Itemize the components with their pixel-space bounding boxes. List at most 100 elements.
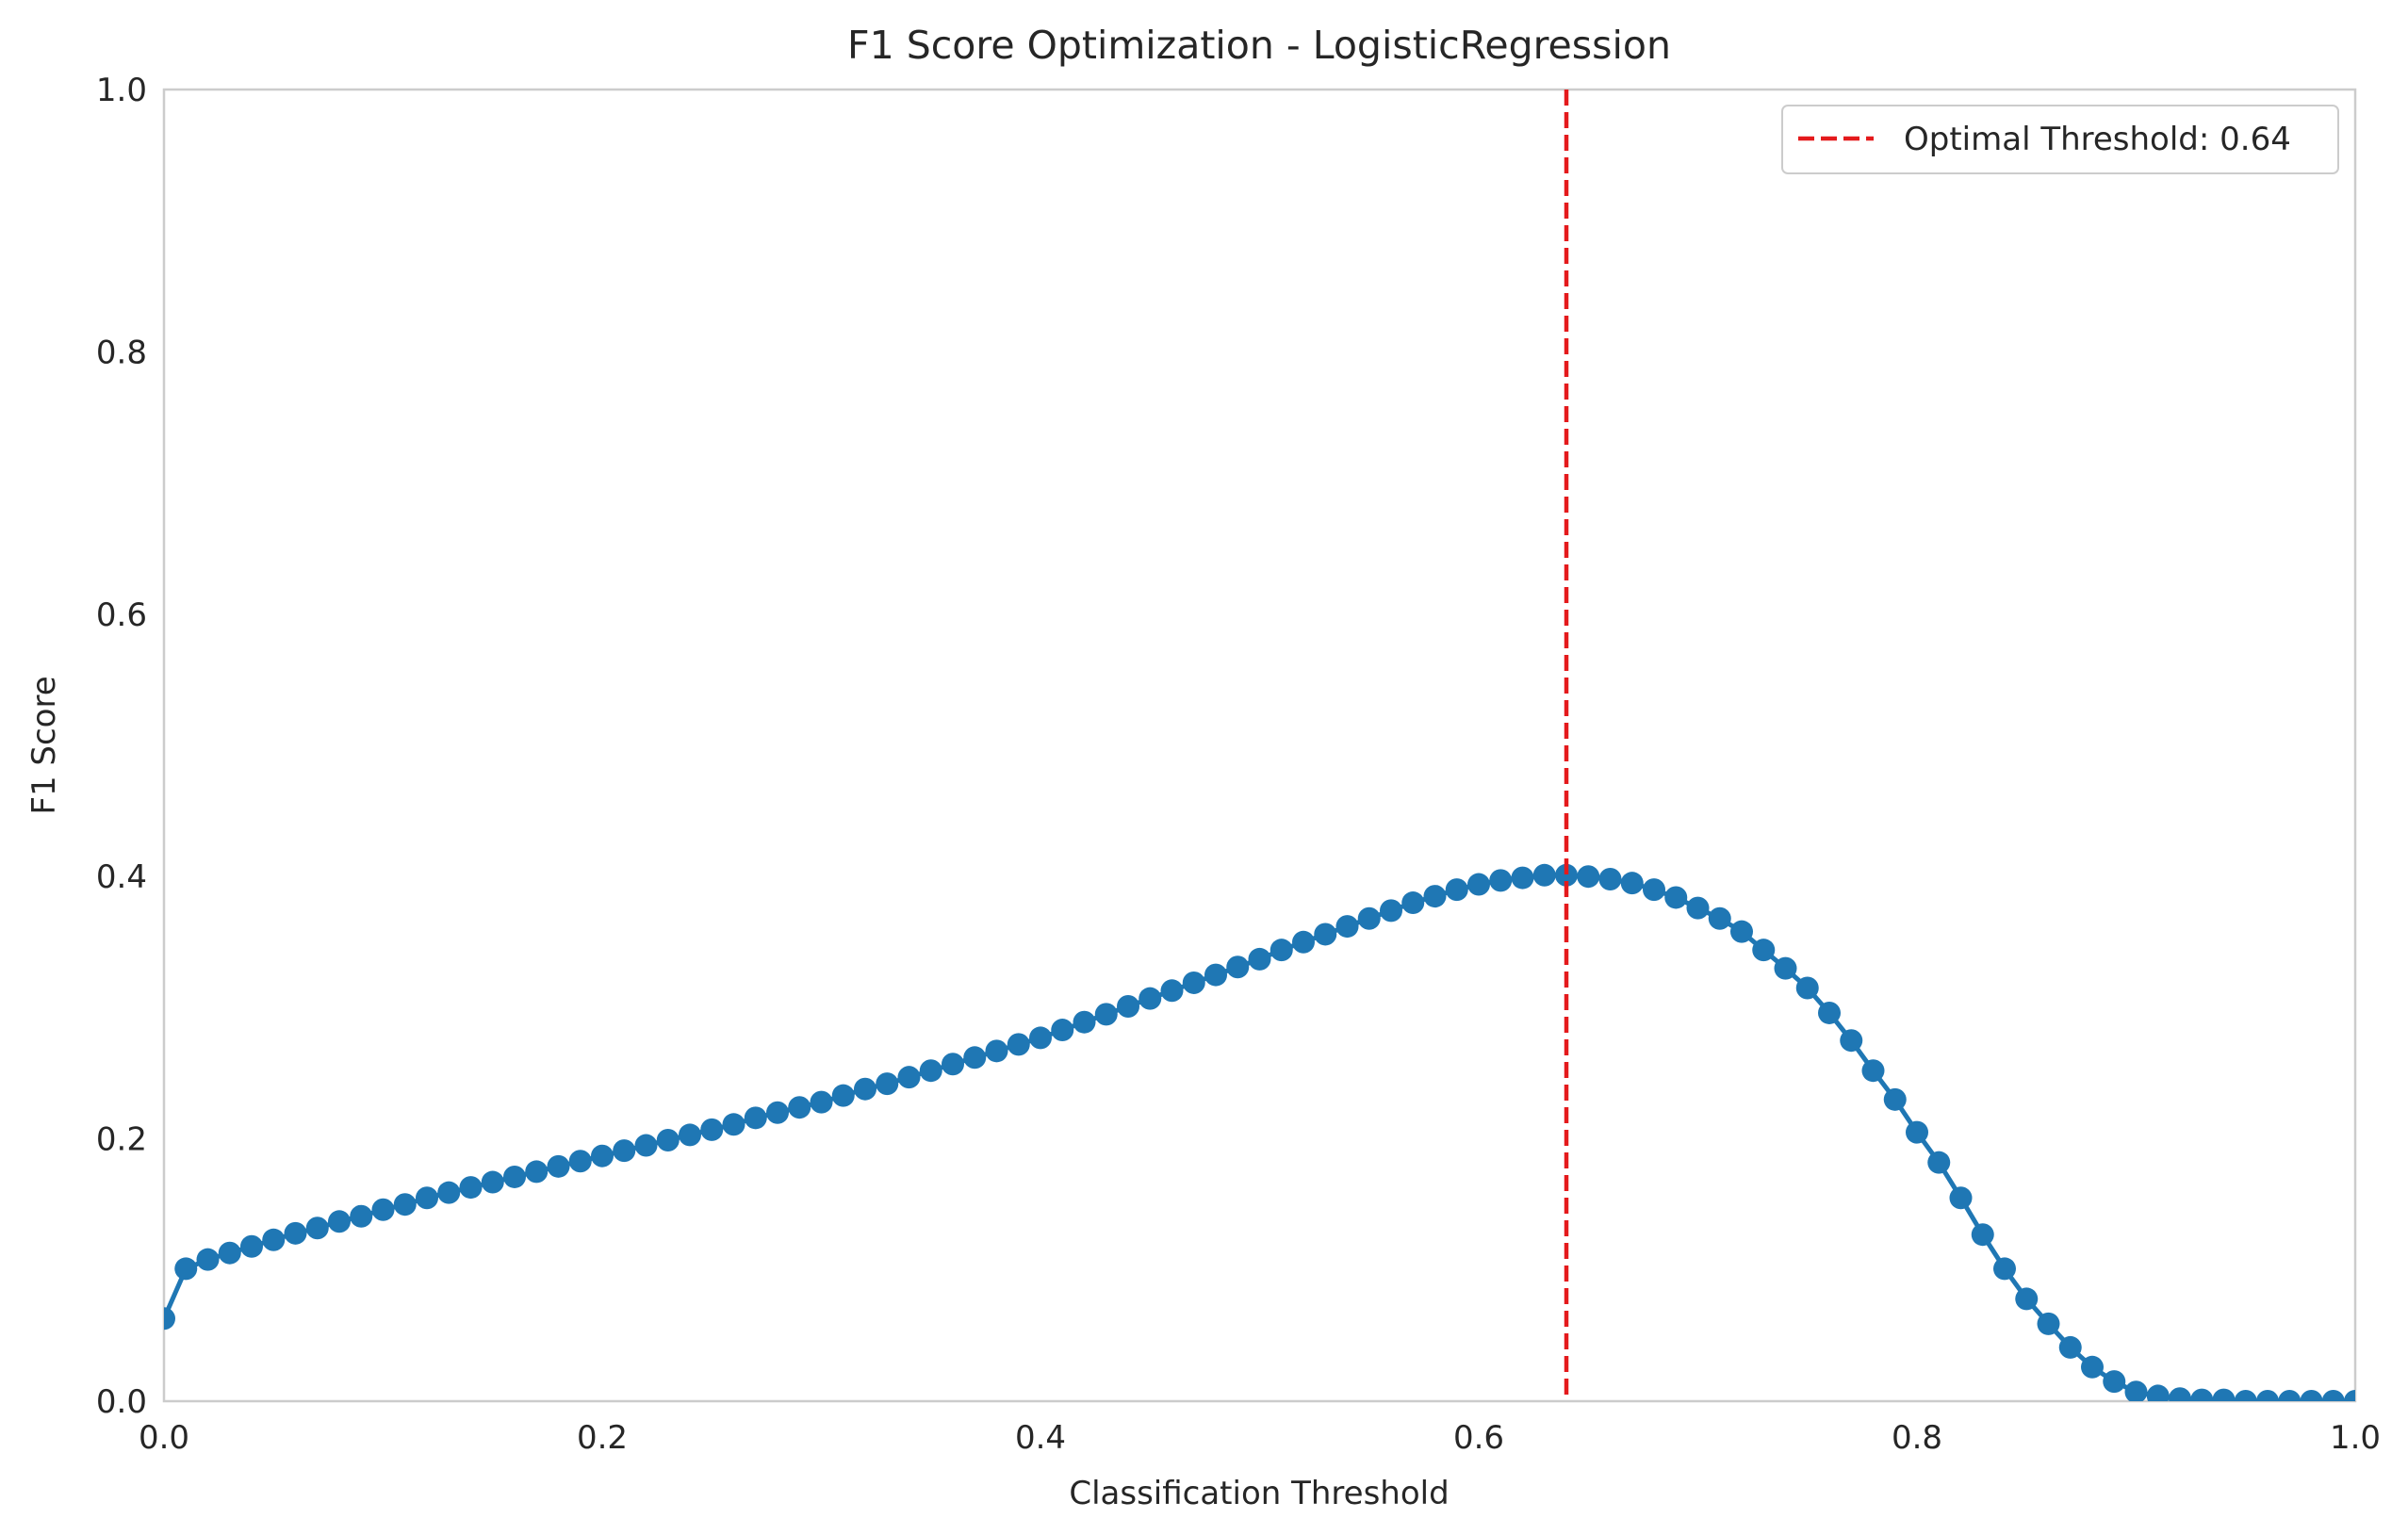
data-point-marker	[459, 1176, 483, 1200]
x-tick-label: 0.2	[577, 1419, 628, 1457]
y-tick-label: 0.0	[96, 1383, 147, 1421]
data-point-marker	[1861, 1059, 1885, 1083]
data-point-marker	[1730, 920, 1753, 943]
data-point-marker	[371, 1198, 395, 1221]
data-point-marker	[164, 1307, 175, 1331]
data-point-marker	[2321, 1390, 2345, 1401]
x-tick-label: 0.6	[1453, 1419, 1504, 1457]
data-point-marker	[2234, 1390, 2257, 1401]
y-tick-label: 0.2	[96, 1121, 147, 1159]
data-point-marker	[1840, 1029, 1863, 1053]
y-tick-label: 0.8	[96, 334, 147, 371]
data-point-marker	[525, 1160, 549, 1184]
data-point-marker	[1292, 930, 1315, 954]
data-point-marker	[1182, 971, 1205, 994]
data-point-marker	[481, 1170, 504, 1194]
data-point-marker	[1160, 979, 1184, 1003]
data-point-marker	[1007, 1033, 1030, 1056]
legend-box	[1781, 105, 2339, 174]
data-point-marker	[1664, 886, 1688, 909]
data-point-marker	[2015, 1287, 2039, 1311]
data-point-marker	[744, 1106, 767, 1130]
data-point-marker	[985, 1039, 1008, 1063]
data-point-marker	[1577, 865, 1600, 889]
data-point-marker	[1555, 863, 1578, 887]
data-point-marker	[1445, 878, 1468, 902]
data-point-marker	[240, 1234, 263, 1258]
data-point-marker	[1906, 1120, 1928, 1144]
data-point-marker	[1643, 878, 1665, 902]
data-point-marker	[2212, 1388, 2236, 1401]
plot-area	[162, 88, 2357, 1403]
data-point-marker	[284, 1221, 307, 1245]
data-point-marker	[1971, 1223, 1994, 1247]
data-point-marker	[656, 1128, 680, 1151]
data-point-marker	[2124, 1380, 2148, 1401]
data-point-marker	[722, 1113, 745, 1136]
data-point-marker	[2278, 1390, 2302, 1401]
data-point-marker	[503, 1165, 526, 1188]
data-point-marker	[416, 1186, 438, 1210]
data-point-marker	[1927, 1151, 1951, 1174]
data-point-marker	[854, 1077, 876, 1101]
data-point-marker	[766, 1101, 789, 1124]
data-point-marker	[218, 1241, 241, 1265]
data-point-marker	[547, 1154, 570, 1178]
x-tick-label: 1.0	[2330, 1419, 2381, 1457]
data-point-marker	[1094, 1003, 1118, 1026]
data-point-marker	[1357, 906, 1381, 930]
data-point-marker	[1248, 947, 1271, 971]
series-layer	[164, 863, 2355, 1401]
y-axis-ticks: 0.0 0.2 0.4 0.6 0.8 1.0	[96, 72, 147, 1421]
data-point-marker	[1335, 915, 1359, 939]
data-point-marker	[788, 1096, 811, 1119]
y-tick-label: 1.0	[96, 72, 147, 109]
data-point-marker	[1051, 1019, 1074, 1042]
x-axis-label: Classification Threshold	[1069, 1475, 1449, 1512]
data-point-marker	[1708, 906, 1731, 930]
x-tick-label: 0.8	[1892, 1419, 1942, 1457]
chart-title: F1 Score Optimization - LogisticRegressi…	[847, 23, 1671, 68]
data-point-marker	[1818, 1001, 1841, 1024]
data-point-marker	[1532, 863, 1556, 887]
data-point-marker	[2037, 1312, 2060, 1335]
data-point-marker	[897, 1066, 921, 1089]
data-point-marker	[919, 1059, 942, 1083]
x-axis-ticks: 0.0 0.2 0.4 0.6 0.8 1.0	[139, 1419, 2381, 1457]
data-point-marker	[1226, 955, 1250, 979]
data-point-marker	[1029, 1026, 1052, 1050]
data-point-marker	[1489, 869, 1513, 892]
data-point-marker	[2300, 1390, 2323, 1401]
data-point-marker	[591, 1144, 614, 1168]
data-point-marker	[1620, 872, 1644, 895]
x-tick-label: 0.4	[1015, 1419, 1066, 1457]
data-point-marker	[1752, 939, 1776, 962]
data-point-marker	[963, 1046, 987, 1070]
data-point-marker	[679, 1123, 701, 1147]
data-point-marker	[831, 1084, 855, 1107]
data-point-marker	[634, 1134, 658, 1157]
data-point-marker	[262, 1228, 286, 1251]
data-point-marker	[1686, 896, 1710, 920]
data-point-marker	[700, 1118, 724, 1141]
data-point-marker	[393, 1193, 417, 1217]
data-point-marker	[1795, 976, 1819, 1000]
data-point-marker	[1270, 939, 1293, 962]
data-point-marker	[328, 1210, 351, 1233]
data-point-marker	[1467, 873, 1490, 896]
data-point-marker	[1204, 963, 1227, 987]
data-point-marker	[350, 1204, 373, 1228]
data-point-marker	[810, 1090, 833, 1114]
data-point-marker	[2081, 1355, 2104, 1379]
data-point-marker	[2146, 1384, 2170, 1401]
data-point-marker	[305, 1217, 329, 1240]
data-point-marker	[613, 1139, 636, 1163]
data-point-marker	[1117, 995, 1139, 1019]
data-point-marker	[1993, 1257, 2016, 1281]
data-point-marker	[1511, 866, 1534, 890]
data-point-marker	[174, 1257, 198, 1281]
data-point-marker	[1774, 956, 1797, 980]
y-tick-label: 0.4	[96, 858, 147, 896]
y-axis-label: F1 Score	[25, 676, 63, 814]
